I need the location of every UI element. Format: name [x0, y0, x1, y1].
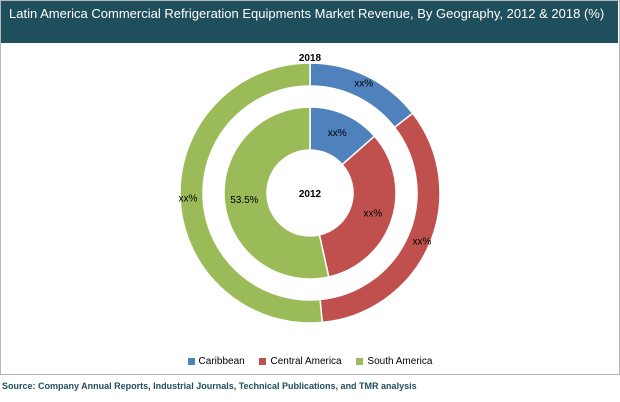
legend-swatch-central-america [259, 357, 267, 365]
source-note: Source: Company Annual Reports, Industri… [2, 381, 417, 391]
legend-label-caribbean: Caribbean [198, 356, 245, 367]
legend-swatch-caribbean [187, 357, 195, 365]
title-bar: Latin America Commercial Refrigeration E… [1, 1, 618, 43]
legend-label-south-america: South America [367, 356, 433, 367]
data-label-outer-south-america: xx% [179, 194, 198, 205]
legend-item-caribbean: Caribbean [187, 356, 245, 367]
data-label-inner-south-america: 53.5% [230, 195, 258, 206]
legend: Caribbean Central America South America [0, 356, 620, 367]
data-label-outer-central-america: xx% [413, 236, 432, 247]
donut-background [179, 62, 441, 324]
inner-ring-label: 2012 [299, 189, 322, 200]
legend-swatch-south-america [356, 357, 364, 365]
data-label-outer-caribbean: xx% [354, 78, 373, 89]
outer-ring-label: 2018 [299, 53, 322, 64]
slice-outer-south-america [179, 62, 324, 324]
slice-inner-central-america [318, 135, 397, 278]
chart-title: Latin America Commercial Refrigeration E… [9, 6, 605, 21]
data-label-inner-caribbean: xx% [328, 128, 347, 139]
slice-inner-south-america [223, 106, 330, 280]
data-label-inner-central-america: xx% [363, 208, 382, 219]
legend-item-south-america: South America [356, 356, 432, 367]
legend-item-central-america: Central America [259, 356, 342, 367]
legend-label-central-america: Central America [270, 356, 342, 367]
